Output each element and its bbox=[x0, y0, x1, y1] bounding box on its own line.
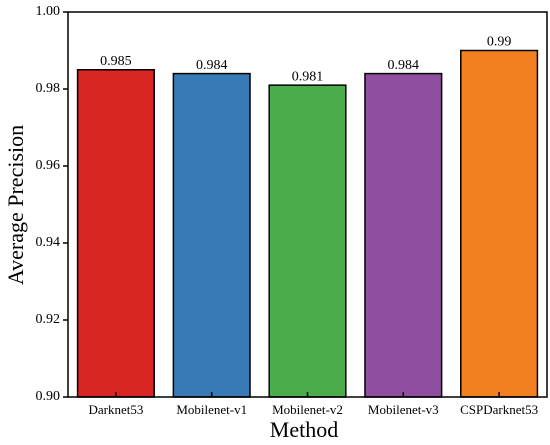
data-label: 0.981 bbox=[292, 69, 324, 84]
bar bbox=[76, 69, 155, 398]
x-tick-label: Darknet53 bbox=[88, 402, 143, 417]
x-axis-label: Method bbox=[270, 417, 338, 442]
data-label: 0.99 bbox=[487, 35, 512, 50]
y-axis-label: Average Precision bbox=[3, 125, 28, 285]
bar bbox=[364, 72, 443, 398]
data-label: 0.985 bbox=[100, 54, 132, 69]
y-tick-label: 0.98 bbox=[36, 81, 61, 96]
bar bbox=[172, 72, 251, 398]
bar bbox=[460, 49, 539, 398]
y-tick-label: 0.94 bbox=[36, 235, 61, 250]
data-label: 0.984 bbox=[388, 58, 420, 73]
y-tick-label: 0.90 bbox=[36, 389, 61, 404]
x-tick-label: Mobilenet-v2 bbox=[272, 402, 343, 417]
x-tick-label: Mobilenet-v3 bbox=[368, 402, 439, 417]
x-tick-label: Mobilenet-v1 bbox=[176, 402, 247, 417]
y-tick-label: 0.96 bbox=[36, 158, 61, 173]
y-tick-label: 0.92 bbox=[36, 312, 61, 327]
bar bbox=[268, 84, 347, 398]
x-tick-label: CSPDarknet53 bbox=[460, 402, 538, 417]
plot-frame bbox=[67, 11, 548, 398]
data-label: 0.984 bbox=[196, 58, 228, 73]
y-tick-label: 1.00 bbox=[36, 4, 61, 19]
